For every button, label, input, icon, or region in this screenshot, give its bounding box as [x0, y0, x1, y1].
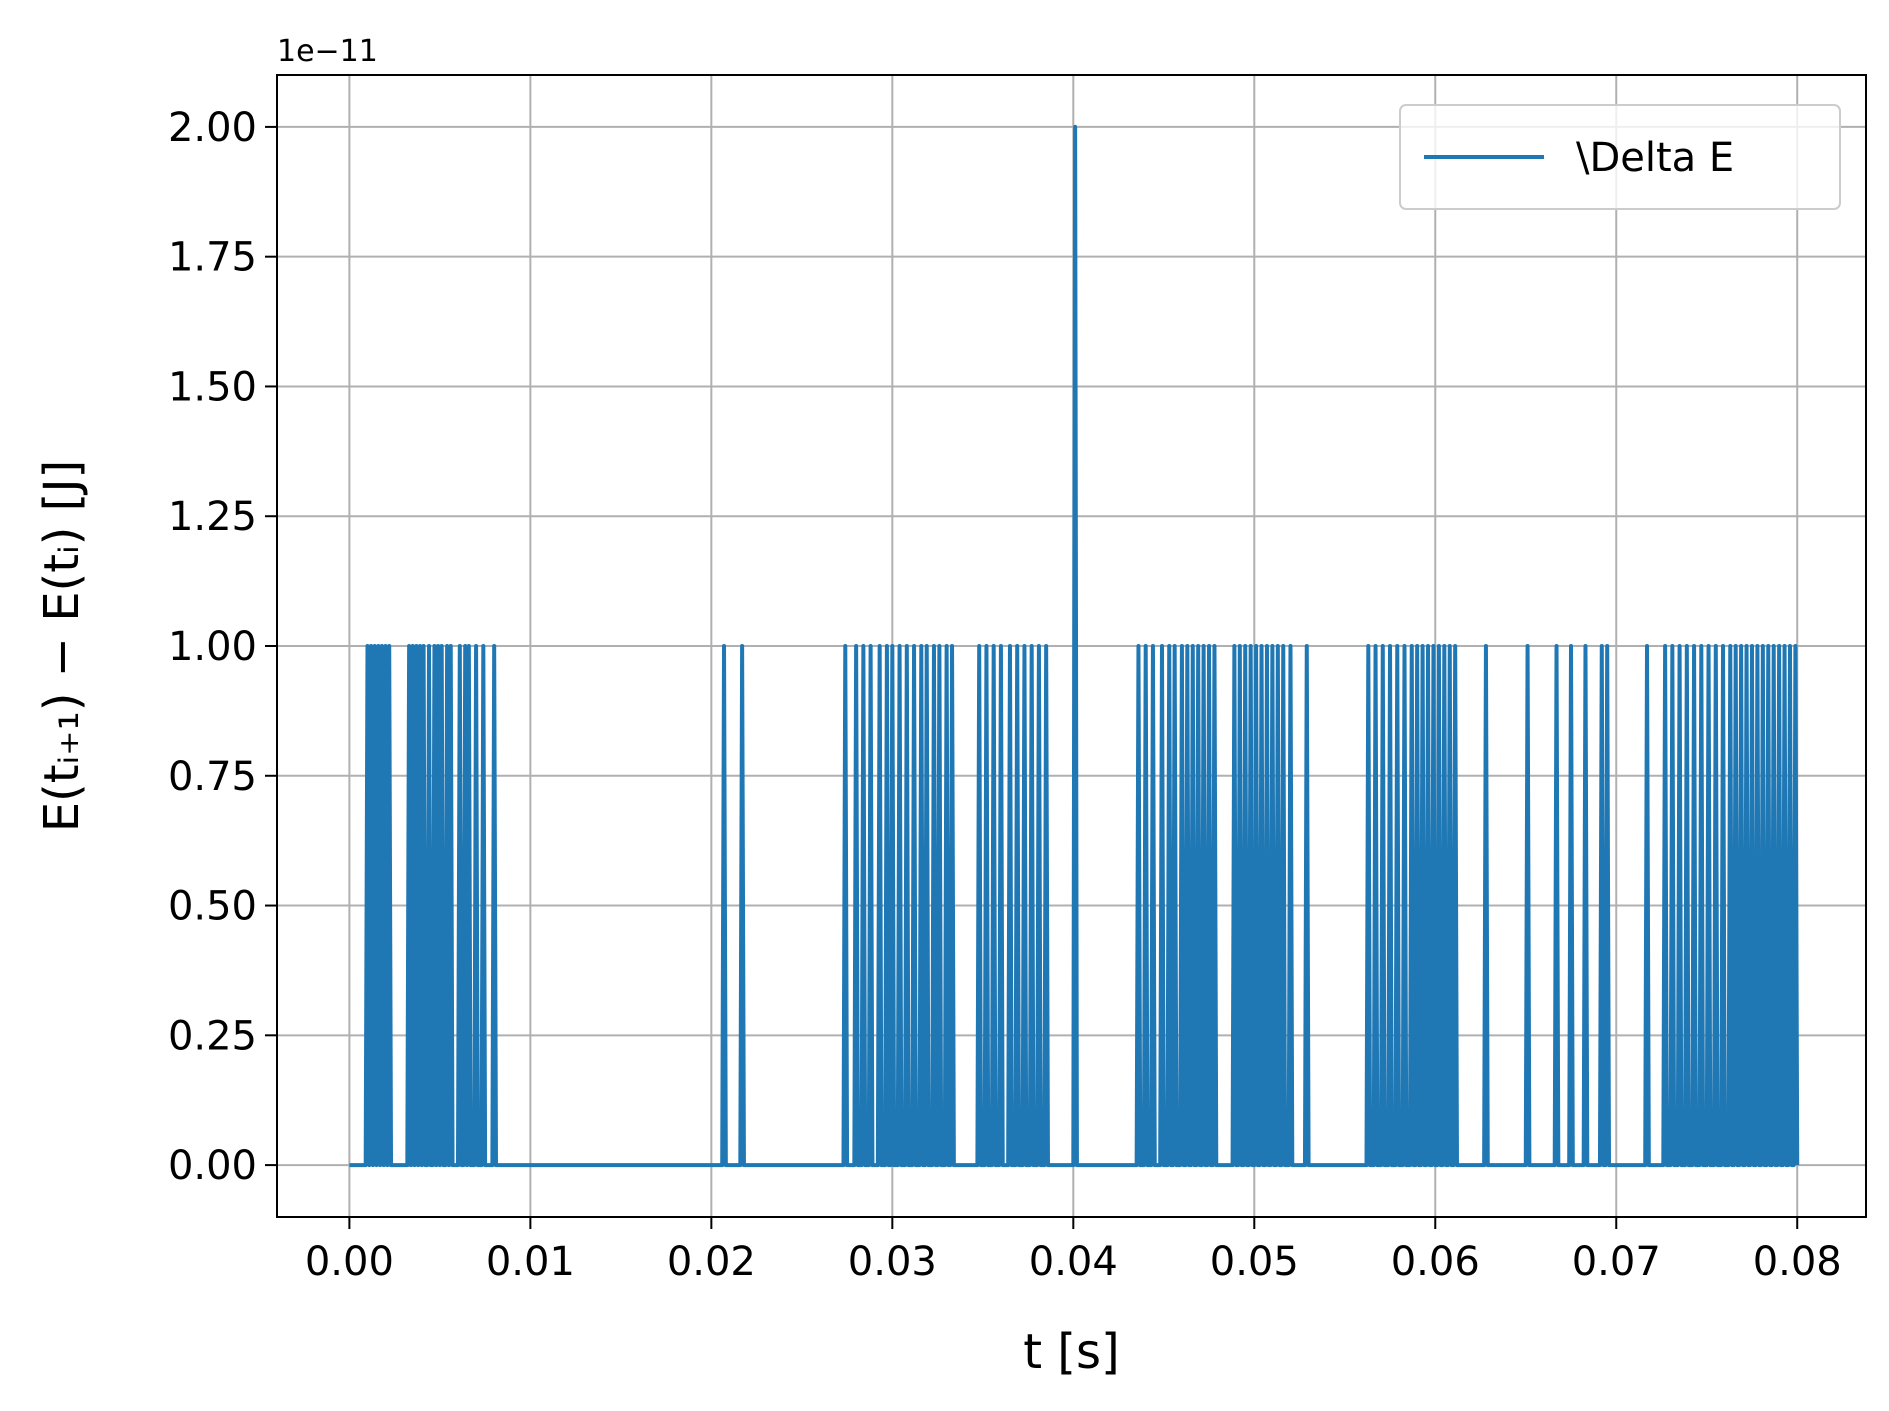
y-axis-ticks: 0.00 0.25 0.50 0.75 1.00 1.25 1.50 1.75 2.00	[168, 105, 277, 1189]
y-axis-title: E(tᵢ₊₁) − E(tᵢ) [J]	[34, 460, 90, 833]
y-tick-label: 2.00	[168, 105, 257, 151]
legend-box	[1399, 104, 1841, 210]
y-tick-label: 1.75	[168, 235, 257, 281]
x-tick-label: 0.05	[1210, 1239, 1299, 1285]
x-axis-ticks: 0.00 0.01 0.02 0.03 0.04 0.05 0.06 0.07 0.08	[305, 1217, 1842, 1285]
y-tick-label: 0.75	[168, 754, 257, 800]
legend-label: \Delta E	[1576, 135, 1734, 181]
x-tick-label: 0.08	[1753, 1239, 1842, 1285]
x-tick-label: 0.03	[848, 1239, 937, 1285]
x-tick-label: 0.04	[1029, 1239, 1118, 1285]
x-tick-label: 0.01	[486, 1239, 575, 1285]
x-axis-title: t [s]	[1023, 1324, 1120, 1380]
y-tick-label: 0.25	[168, 1013, 257, 1059]
y-axis-offset-label: 1e−11	[277, 34, 378, 69]
y-tick-label: 1.00	[168, 624, 257, 670]
y-tick-label: 1.25	[168, 494, 257, 540]
x-tick-label: 0.00	[305, 1239, 394, 1285]
x-tick-label: 0.02	[667, 1239, 756, 1285]
series-delta-e-line	[349, 124, 1800, 1168]
y-tick-label: 0.00	[168, 1143, 257, 1189]
x-tick-label: 0.07	[1572, 1239, 1661, 1285]
y-tick-label: 1.50	[168, 364, 257, 410]
legend: \Delta E	[1399, 104, 1841, 210]
x-tick-label: 0.06	[1391, 1239, 1480, 1285]
y-tick-label: 0.50	[168, 884, 257, 930]
plot-area	[349, 124, 1800, 1168]
